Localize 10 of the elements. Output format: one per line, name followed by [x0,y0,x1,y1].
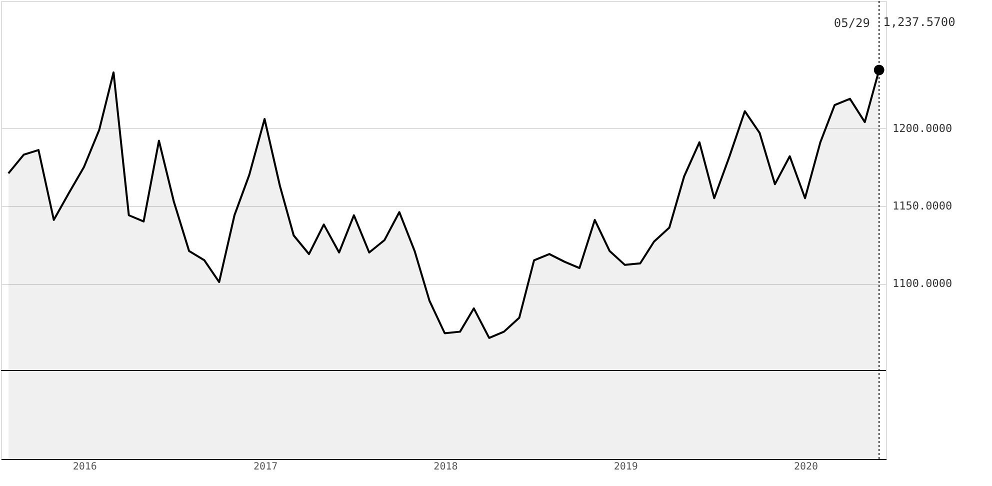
x-tick-label: 2017 [254,462,278,472]
x-tick-label: 2020 [794,462,818,472]
y-tick-label: 1200.0000 [892,122,952,135]
y-tick-label: 1150.0000 [892,199,952,212]
x-tick-label: 2019 [614,462,638,472]
data-label: 1,237.5700 [883,14,956,29]
x-tick-label: 2018 [434,462,458,472]
y-tick-label: 1100.0000 [892,277,952,290]
annotation: 05/29 [834,16,870,30]
x-tick-label: 2016 [72,462,97,472]
